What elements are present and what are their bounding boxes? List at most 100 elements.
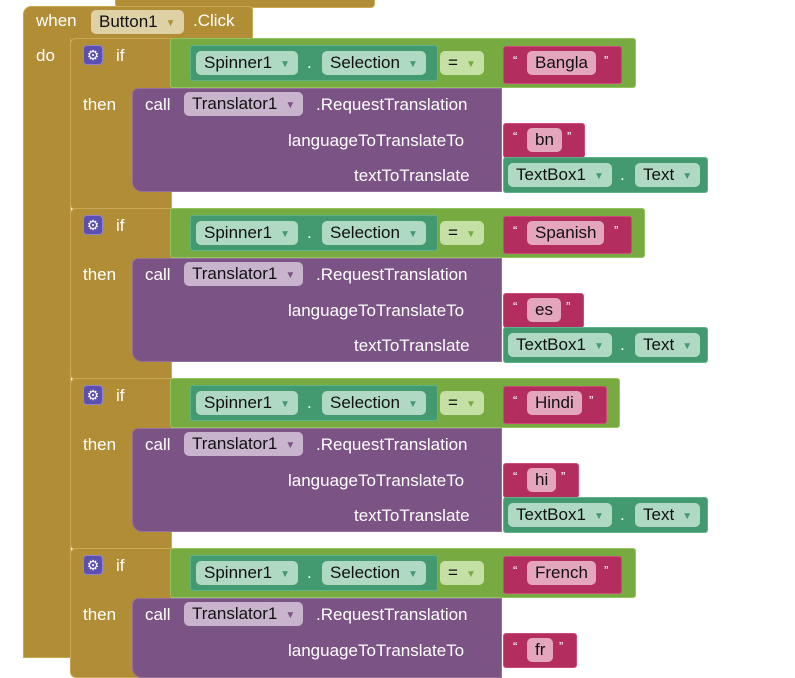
text-to-translate-label: textToTranslate [354, 336, 470, 355]
selection-dropdown[interactable]: Selection ▼ [322, 561, 426, 585]
quote-close: ” [559, 639, 564, 654]
call-label: call [145, 265, 171, 284]
translator1-dropdown[interactable]: Translator1 ▼ [184, 262, 304, 286]
textbox1-dropdown[interactable]: TextBox1 ▼ [508, 503, 612, 527]
chevron-down-icon: ▼ [593, 171, 604, 182]
language-text-value[interactable]: Spanish [527, 221, 605, 245]
textbox1-dropdown[interactable]: TextBox1 ▼ [508, 163, 612, 187]
selection-dropdown[interactable]: Selection ▼ [322, 391, 426, 415]
when-label: when [36, 11, 77, 30]
language-to-translate-to-label: languageToTranslateTo [288, 471, 465, 490]
dot-label: . [307, 563, 312, 582]
chevron-down-icon: ▼ [285, 610, 296, 621]
language-code-value[interactable]: bn [527, 128, 562, 152]
spinner1-dropdown[interactable]: Spinner1 ▼ [196, 51, 298, 75]
request-translation-label: .RequestTranslation [316, 95, 468, 114]
spinner1-dropdown[interactable]: Spinner1 ▼ [196, 391, 298, 415]
textbox1-dropdown-label: TextBox1 [516, 505, 586, 524]
language-text-value-label: Bangla [535, 53, 588, 72]
translator1-dropdown[interactable]: Translator1 ▼ [184, 92, 304, 116]
then-label: then [83, 265, 117, 284]
text-to-translate-label: textToTranslate [354, 506, 470, 525]
language-text-value[interactable]: Bangla [527, 51, 596, 75]
chevron-down-icon: ▼ [165, 18, 176, 29]
language-to-translate-to-label: languageToTranslateTo [288, 641, 465, 660]
chevron-down-icon: ▼ [465, 229, 476, 240]
mutator-gear-icon[interactable]: ⚙ [83, 385, 103, 405]
quote-close: ” [567, 129, 572, 144]
then-label: then [83, 435, 117, 454]
selection-dropdown[interactable]: Selection ▼ [322, 51, 426, 75]
mutator-gear-icon[interactable]: ⚙ [83, 555, 103, 575]
language-code-value-label: fr [535, 640, 546, 659]
request-translation-label: .RequestTranslation [316, 435, 468, 454]
operator-dropdown[interactable]: = ▼ [440, 391, 484, 415]
language-code-value-label: bn [535, 130, 554, 149]
mutator-gear-icon[interactable]: ⚙ [83, 45, 103, 65]
text-property-dropdown[interactable]: Text ▼ [635, 333, 701, 357]
mutator-gear-icon[interactable]: ⚙ [83, 215, 103, 235]
click-event-label: .Click [193, 11, 235, 30]
language-text-value[interactable]: French [527, 561, 596, 585]
quote-open: “ [513, 393, 518, 408]
selection-dropdown[interactable]: Selection ▼ [322, 221, 426, 245]
chevron-down-icon: ▼ [593, 511, 604, 522]
chevron-down-icon: ▼ [465, 59, 476, 70]
operator-dropdown[interactable]: = ▼ [440, 221, 484, 245]
translator1-dropdown-label: Translator1 [192, 604, 278, 623]
quote-close: ” [614, 223, 619, 238]
translator1-dropdown-label: Translator1 [192, 94, 278, 113]
spinner1-dropdown-label: Spinner1 [204, 563, 273, 582]
dot-label: . [620, 505, 625, 524]
textbox1-dropdown[interactable]: TextBox1 ▼ [508, 333, 612, 357]
chevron-down-icon: ▼ [285, 100, 296, 111]
text-property-dropdown-label: Text [643, 335, 675, 354]
language-text-value[interactable]: Hindi [527, 391, 582, 415]
language-code-value[interactable]: es [527, 298, 561, 322]
spinner1-dropdown-label: Spinner1 [204, 393, 273, 412]
selection-dropdown-label: Selection [330, 53, 400, 72]
chevron-down-icon: ▼ [682, 341, 693, 352]
translator1-dropdown[interactable]: Translator1 ▼ [184, 432, 304, 456]
call-label: call [145, 95, 171, 114]
text-property-dropdown[interactable]: Text ▼ [635, 503, 701, 527]
quote-close: ” [561, 469, 566, 484]
selection-dropdown-label: Selection [330, 563, 400, 582]
language-code-value[interactable]: fr [527, 638, 554, 662]
quote-open: “ [513, 469, 518, 484]
dot-label: . [307, 223, 312, 242]
quote-close: ” [604, 563, 609, 578]
text-property-dropdown[interactable]: Text ▼ [635, 163, 701, 187]
spinner1-dropdown[interactable]: Spinner1 ▼ [196, 221, 298, 245]
dot-label: . [307, 393, 312, 412]
operator-dropdown-label: = [448, 223, 458, 242]
quote-close: ” [604, 53, 609, 68]
quote-open: “ [513, 53, 518, 68]
language-code-value-label: hi [535, 470, 549, 489]
textbox1-dropdown-label: TextBox1 [516, 335, 586, 354]
spinner1-dropdown[interactable]: Spinner1 ▼ [196, 561, 298, 585]
chevron-down-icon: ▼ [593, 341, 604, 352]
translator1-dropdown[interactable]: Translator1 ▼ [184, 602, 304, 626]
language-code-value[interactable]: hi [527, 468, 557, 492]
quote-close: ” [589, 393, 594, 408]
chevron-down-icon: ▼ [407, 399, 418, 410]
button1-dropdown[interactable]: Button1 ▼ [91, 10, 184, 34]
operator-dropdown[interactable]: = ▼ [440, 51, 484, 75]
language-text-value-label: French [535, 563, 588, 582]
button1-label: Button1 [99, 12, 158, 31]
textbox1-dropdown-label: TextBox1 [516, 165, 586, 184]
event-do-column [23, 38, 71, 658]
language-text-value-label: Hindi [535, 393, 574, 412]
spinner1-dropdown-label: Spinner1 [204, 223, 273, 242]
selection-dropdown-label: Selection [330, 223, 400, 242]
translator1-dropdown-label: Translator1 [192, 434, 278, 453]
call-label: call [145, 605, 171, 624]
if-label: if [116, 556, 125, 575]
quote-open: “ [513, 639, 518, 654]
operator-dropdown[interactable]: = ▼ [440, 561, 484, 585]
request-translation-label: .RequestTranslation [316, 265, 468, 284]
quote-open: “ [513, 563, 518, 578]
operator-dropdown-label: = [448, 393, 458, 412]
chevron-down-icon: ▼ [407, 59, 418, 70]
